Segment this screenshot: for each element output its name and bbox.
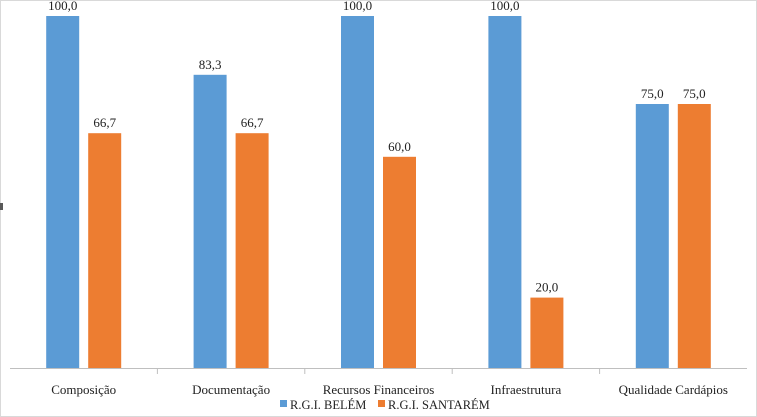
legend: R.G.I. BELÉM R.G.I. SANTARÉM [280, 398, 490, 412]
legend-label: R.G.I. BELÉM [290, 398, 366, 412]
legend-swatch [280, 400, 287, 407]
legend-label: R.G.I. SANTARÉM [388, 398, 490, 412]
bar-santarem-5 [677, 104, 711, 368]
x-tick-label: Infraestrutura [491, 382, 562, 397]
bar-santarem-3 [383, 156, 416, 368]
left-edge-marker [0, 203, 3, 210]
data-label: 60,0 [388, 139, 411, 154]
bar-santarem-4 [530, 297, 564, 368]
legend-swatch [378, 400, 385, 407]
bar-belem-4 [488, 16, 522, 368]
bar-belem-2 [193, 74, 227, 369]
x-tick-label: Composição [51, 382, 116, 397]
bar-belem-3 [341, 16, 374, 368]
data-label: 66,7 [241, 115, 264, 130]
bar-belem-5 [635, 104, 669, 368]
x-tick-label: Qualidade Cardápios [619, 382, 728, 397]
data-label: 75,0 [641, 86, 664, 101]
data-label: 75,0 [683, 86, 706, 101]
data-labels-layer: 100,0 66,7 83,3 66,7 100,0 60,0 100,0 20,0 75,0 7… [48, 0, 706, 295]
bar-santarem-2 [235, 133, 269, 368]
data-label: 20,0 [536, 280, 559, 295]
data-label: 100,0 [490, 0, 519, 13]
x-tick-label: Documentação [192, 382, 270, 397]
bars-layer [46, 16, 711, 369]
bar-belem-1 [46, 16, 80, 368]
bar-santarem-1 [88, 133, 122, 368]
x-tick-label: Recursos Financeiros [323, 382, 435, 397]
data-label: 66,7 [93, 115, 116, 130]
data-label: 100,0 [48, 0, 77, 13]
x-axis-ticks: Composição Documentação Recursos Financeir… [51, 368, 728, 397]
data-label: 83,3 [199, 57, 222, 72]
data-label: 100,0 [343, 0, 372, 13]
